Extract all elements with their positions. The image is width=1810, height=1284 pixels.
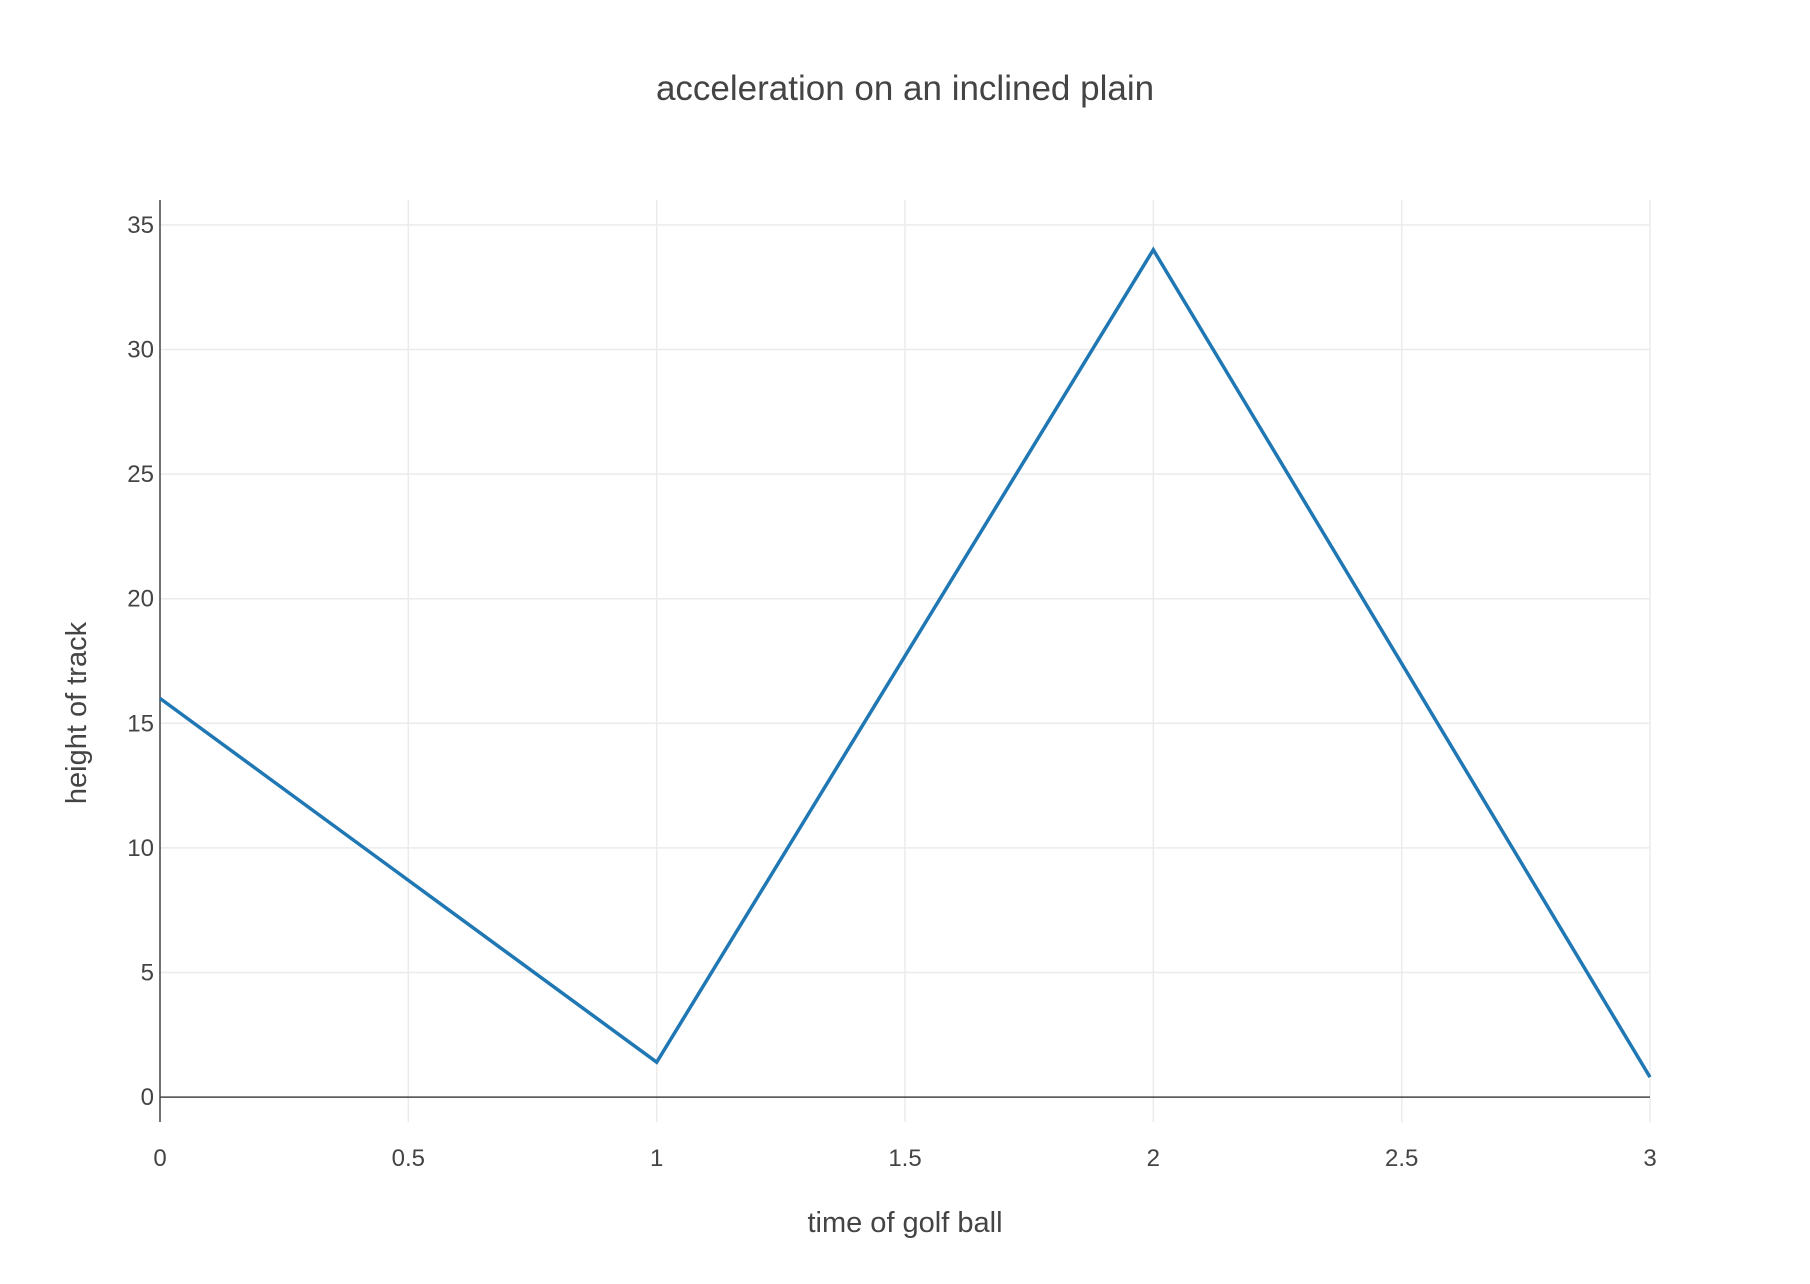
y-tick-label: 10 (127, 835, 154, 862)
y-tick-label: 5 (141, 959, 154, 986)
x-tick-label: 2.5 (1385, 1145, 1418, 1172)
axis-layer (159, 200, 1650, 1122)
y-tick-label: 30 (127, 337, 154, 364)
x-tick-label: 0 (153, 1145, 166, 1172)
x-tick-label: 1 (650, 1145, 663, 1172)
y-axis-title: height of track (61, 621, 93, 804)
x-tick-label: 2 (1147, 1145, 1160, 1172)
x-tick-label: 3 (1643, 1145, 1656, 1172)
x-tick-label: 1.5 (888, 1145, 921, 1172)
y-tick-label: 0 (141, 1084, 154, 1111)
x-axis-title: time of golf ball (807, 1207, 1002, 1239)
y-tick-label: 35 (127, 212, 154, 239)
y-tick-label: 25 (127, 461, 154, 488)
x-tick-label: 0.5 (392, 1145, 425, 1172)
y-tick-label: 15 (127, 710, 154, 737)
grid-layer (160, 200, 1651, 1122)
series-layer (158, 246, 1652, 1079)
y-tick-label: 20 (127, 586, 154, 613)
chart-title: acceleration on an inclined plain (656, 69, 1154, 108)
series-line (158, 246, 1652, 1079)
